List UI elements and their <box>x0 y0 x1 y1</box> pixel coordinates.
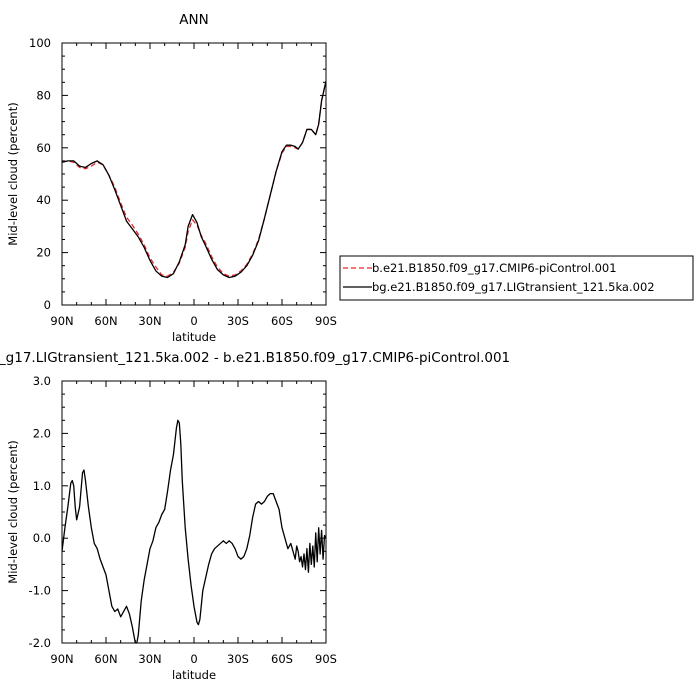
chart-panel-1: ANN 0 20 40 60 80 100 90N 60N 30N 0 30S 60S 90S latitu… <box>6 12 694 344</box>
chart-panel-2: bg.e21.B1850.f09_g17.LIGtransient_121.5k… <box>0 350 510 682</box>
chart-title: ANN <box>179 12 208 28</box>
x-tick-label: 60S <box>271 314 293 328</box>
x-tick-label: 30N <box>138 652 161 666</box>
y-tick-label: 40 <box>36 193 51 207</box>
y-tick-label: 100 <box>29 36 51 50</box>
chart-title: bg.e21.B1850.f09_g17.LIGtransient_121.5k… <box>0 350 510 366</box>
y-axis-title: Mid-level cloud (percent) <box>6 102 20 245</box>
x-tick-label: 90N <box>50 652 73 666</box>
y-tick-label: -1.0 <box>29 584 51 598</box>
x-axis-title: latitude <box>172 668 216 682</box>
legend-label: b.e21.B1850.f09_g17.CMIP6-piControl.001 <box>372 261 617 275</box>
x-tick-label: 60N <box>94 652 117 666</box>
x-tick-label: 0 <box>190 652 197 666</box>
y-tick-label: -2.0 <box>29 636 51 650</box>
series-line-1 <box>62 82 326 277</box>
y-tick-label: 20 <box>36 246 51 260</box>
x-tick-label: 90S <box>315 652 337 666</box>
y-tick-label: 2.0 <box>33 426 51 440</box>
x-tick-label: 0 <box>190 314 197 328</box>
y-tick-label: 3.0 <box>33 374 51 388</box>
legend: b.e21.B1850.f09_g17.CMIP6-piControl.001b… <box>339 255 694 301</box>
x-tick-label: 30N <box>138 314 161 328</box>
series-line-1 <box>62 419 326 644</box>
y-tick-label: 0 <box>44 298 51 312</box>
y-tick-label: 1.0 <box>33 479 51 493</box>
x-axis-title: latitude <box>172 330 216 344</box>
x-tick-label: 30S <box>227 314 249 328</box>
legend-label: bg.e21.B1850.f09_g17.LIGtransient_121.5k… <box>372 280 655 294</box>
x-tick-label: 90S <box>315 314 337 328</box>
y-axis-title: Mid-level cloud (percent) <box>6 440 20 583</box>
y-tick-label: 60 <box>36 141 51 155</box>
x-tick-label: 60N <box>94 314 117 328</box>
y-tick-label: 0.0 <box>33 531 51 545</box>
series-line-2 <box>62 80 326 279</box>
x-tick-label: 90N <box>50 314 73 328</box>
x-tick-label: 30S <box>227 652 249 666</box>
plot-frame <box>61 42 327 306</box>
y-tick-label: 80 <box>36 88 51 102</box>
legend-box <box>339 255 694 301</box>
x-tick-label: 60S <box>271 652 293 666</box>
